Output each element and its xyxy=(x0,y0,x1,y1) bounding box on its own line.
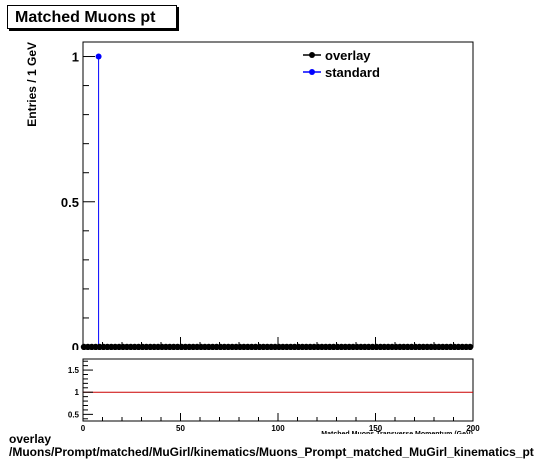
ratio-x-tick-labels: 0 50 100 150 200 xyxy=(81,424,480,433)
legend-label-standard: standard xyxy=(325,65,380,80)
ratio-y-tick-label: 1 xyxy=(75,388,80,397)
ratio-x-tick-label: 100 xyxy=(271,424,285,433)
series-standard xyxy=(95,53,102,347)
main-y-tick-labels: 00.51 xyxy=(61,50,79,350)
caption: overlay /Muons/Prompt/matched/MuGirl/kin… xyxy=(9,433,546,459)
legend: overlay standard xyxy=(303,48,380,80)
ratio-x-tick-label: 150 xyxy=(369,424,383,433)
ratio-y-tick-labels: 0.5 1 1.5 xyxy=(68,366,80,419)
ratio-x-tick-label: 200 xyxy=(466,424,480,433)
plot-frame xyxy=(82,41,474,348)
main-y-tick-label: 1 xyxy=(72,50,79,65)
legend-label-overlay: overlay xyxy=(325,48,371,63)
main-y-tick-label: 0 xyxy=(72,340,79,350)
ratio-y-tick-label: 1.5 xyxy=(68,366,80,375)
caption-line-2: /Muons/Prompt/matched/MuGirl/kinematics/… xyxy=(9,445,534,459)
ratio-axis-ticks xyxy=(82,360,474,421)
x-axis-label: Matched Muons Transverse Momentum (GeV) xyxy=(321,431,473,434)
overlay-point xyxy=(466,343,474,350)
ratio-y-tick-label: 0.5 xyxy=(68,410,80,419)
legend-marker-standard xyxy=(309,69,315,75)
ratio-plot: 0.5 1 1.5 0 50 100 150 200 Matched Muons Trans… xyxy=(68,358,480,434)
caption-line-1: overlay xyxy=(9,433,52,446)
series-overlay xyxy=(80,343,474,350)
ratio-x-tick-label: 0 xyxy=(81,424,86,433)
ratio-frame xyxy=(82,358,474,422)
standard-point xyxy=(95,53,102,60)
main-y-tick-label: 0.5 xyxy=(61,195,79,210)
legend-marker-overlay xyxy=(309,52,315,58)
main-axis-ticks xyxy=(82,56,474,348)
chart-title: Matched Muons pt xyxy=(7,5,177,29)
y-axis-label: Entries / 1 GeV xyxy=(25,42,39,127)
ratio-x-tick-label: 50 xyxy=(176,424,185,433)
